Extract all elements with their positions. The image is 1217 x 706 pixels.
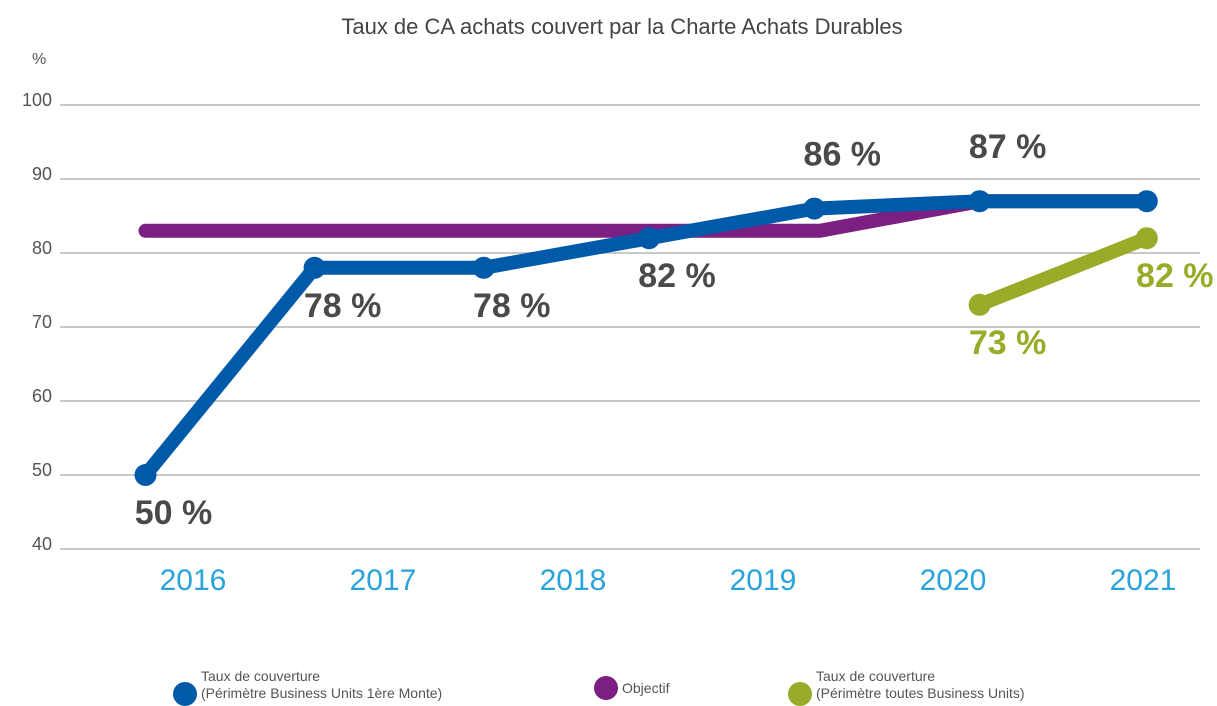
legend-label: Taux de couverture (Périmètre toutes Bus… [816, 668, 1025, 701]
data-point [472, 256, 495, 279]
x-tick-label: 2017 [350, 564, 417, 597]
legend-item: Taux de couverture (Périmètre Business U… [173, 664, 442, 706]
x-tick-label: 2021 [1110, 564, 1177, 597]
legend-swatch [594, 676, 618, 700]
data-point [638, 227, 660, 250]
x-tick-label: 2016 [160, 564, 227, 597]
legend-label: Taux de couverture (Périmètre Business U… [201, 668, 443, 701]
y-axis-label: % [32, 51, 46, 68]
data-point [1135, 227, 1158, 250]
data-label: 82 % [638, 257, 716, 295]
x-tick-label: 2019 [730, 564, 797, 597]
y-tick-label: 80 [32, 238, 52, 258]
legend-label: Objectif [622, 679, 670, 696]
data-label: 82 % [1136, 257, 1214, 295]
legend-swatch [173, 682, 197, 706]
y-tick-label: 60 [32, 386, 52, 406]
data-point [803, 197, 826, 220]
y-tick-label: 100 [22, 90, 52, 110]
y-tick-label: 70 [32, 312, 52, 332]
data-label: 78 % [304, 287, 382, 325]
legend-item: Objectif [594, 676, 669, 700]
x-tick-label: 2020 [920, 564, 987, 597]
data-label: 87 % [969, 128, 1047, 166]
x-tick-label: 2018 [540, 564, 607, 597]
y-tick-label: 90 [32, 164, 52, 184]
y-tick-label: 40 [32, 534, 52, 554]
data-point [303, 256, 326, 279]
legend-item: Taux de couverture (Périmètre toutes Bus… [788, 664, 1025, 706]
data-label: 50 % [135, 494, 213, 532]
data-point [1135, 190, 1158, 213]
y-tick-label: 50 [32, 460, 52, 480]
data-point [134, 464, 157, 486]
data-label: 73 % [969, 324, 1047, 362]
data-point [968, 293, 991, 316]
data-point [968, 190, 991, 213]
legend-swatch [788, 682, 812, 706]
chart-title: Taux de CA achats couvert par la Charte … [341, 14, 902, 39]
data-label: 78 % [473, 287, 551, 325]
series-line [972, 231, 1154, 312]
data-label: 86 % [804, 136, 882, 174]
